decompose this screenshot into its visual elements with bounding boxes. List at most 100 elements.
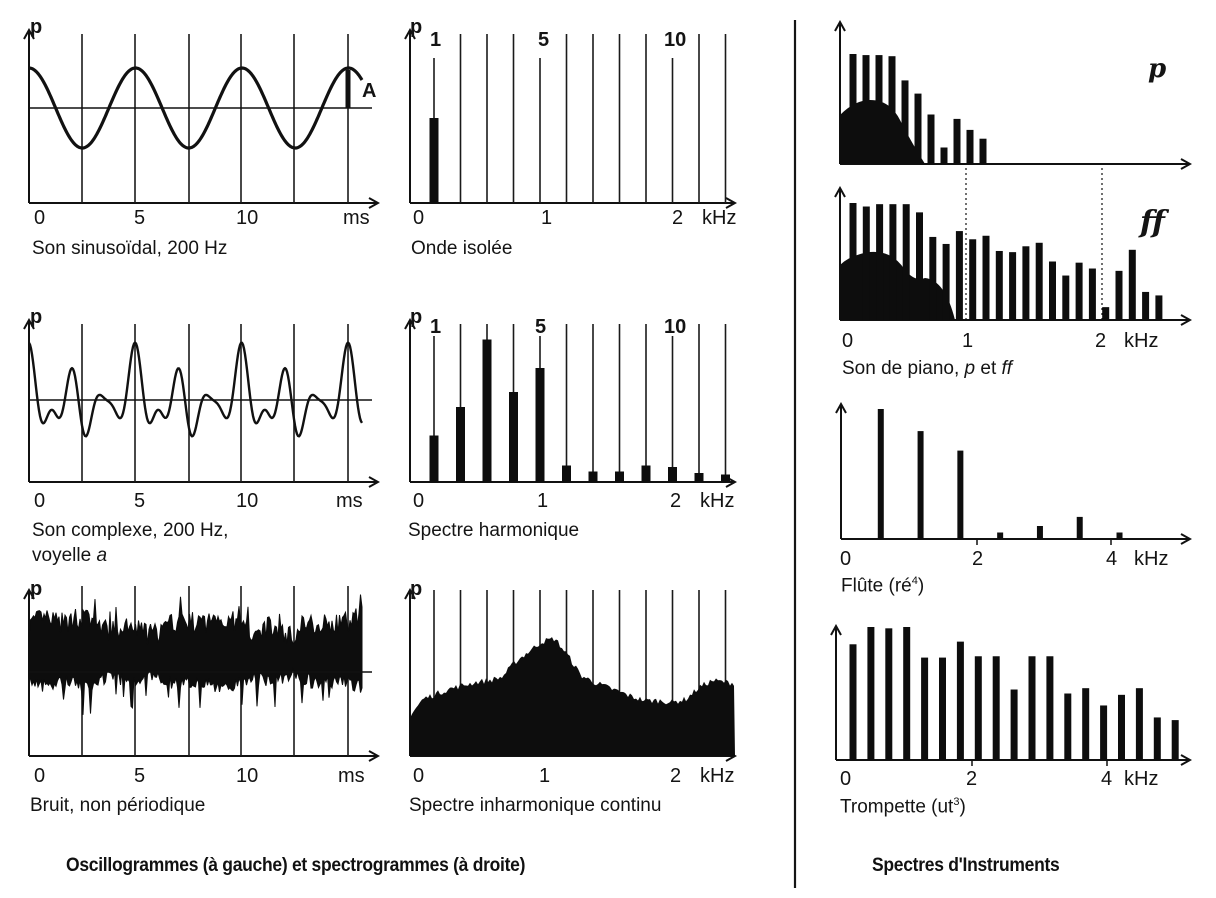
piano-ff-envelope bbox=[840, 251, 955, 320]
x-tick: 2 bbox=[966, 768, 978, 790]
chart-caption: Son de piano, p et ff bbox=[842, 358, 1013, 379]
harmonic-bar bbox=[429, 118, 439, 203]
charts-layer bbox=[29, 22, 1190, 766]
harmonic-bar bbox=[721, 474, 730, 482]
x-tick: 10 bbox=[236, 490, 259, 512]
harmonic-bar bbox=[694, 473, 704, 482]
harmonic-number: 10 bbox=[664, 316, 687, 338]
harmonic-bar bbox=[942, 243, 950, 320]
harmonic-bar bbox=[875, 55, 883, 164]
caption-sup: 4 bbox=[911, 575, 918, 587]
footer-left-title: Oscillogrammes (à gauche) et spectrogram… bbox=[66, 855, 526, 876]
harmonic-bar bbox=[862, 206, 870, 320]
harmonic-bar bbox=[957, 450, 964, 539]
harmonic-bar bbox=[979, 138, 987, 164]
harmonic-bar bbox=[1153, 717, 1161, 760]
harmonic-bar bbox=[903, 627, 911, 760]
harmonic-number: 10 bbox=[664, 29, 687, 51]
x-tick: 5 bbox=[134, 490, 146, 512]
x-tick: 5 bbox=[134, 765, 146, 787]
harmonic-bar bbox=[921, 657, 929, 760]
harmonic-bar bbox=[849, 54, 857, 164]
harmonic-bar bbox=[562, 465, 571, 482]
harmonic-bar bbox=[992, 656, 1000, 760]
harmonic-bar bbox=[1010, 689, 1018, 760]
x-tick: 2 bbox=[670, 490, 682, 512]
waveform bbox=[28, 66, 364, 150]
harmonic-bar bbox=[955, 231, 963, 320]
harmonic-bar bbox=[1115, 270, 1123, 320]
x-tick: 0 bbox=[413, 765, 425, 787]
harmonic-bar bbox=[1064, 693, 1072, 760]
caption-text: Trompette (ut bbox=[840, 796, 954, 818]
harmonic-number: 1 bbox=[430, 29, 442, 51]
x-unit: ms bbox=[343, 207, 370, 229]
x-unit: kHz bbox=[1124, 330, 1159, 352]
caption-text: Flûte (ré bbox=[841, 575, 912, 597]
x-unit: kHz bbox=[700, 490, 735, 512]
harmonic-bar bbox=[862, 55, 870, 164]
harmonic-bar bbox=[1022, 246, 1030, 320]
chart-caption: Flûte (ré4) bbox=[841, 575, 924, 597]
x-tick: 1 bbox=[537, 490, 549, 512]
chart-caption: Son complexe, 200 Hz, bbox=[32, 520, 229, 541]
harmonic-bar bbox=[1100, 705, 1108, 760]
caption-end: ) bbox=[917, 575, 925, 597]
harmonic-bar bbox=[1171, 720, 1179, 760]
harmonic-bar bbox=[482, 339, 492, 482]
chart-caption: Bruit, non périodique bbox=[30, 795, 206, 816]
harmonic-bar bbox=[889, 204, 897, 320]
harmonic-number: 1 bbox=[430, 316, 442, 338]
harmonic-bar bbox=[1088, 268, 1096, 320]
harmonic-bar bbox=[1116, 532, 1123, 539]
chart-caption: Onde isolée bbox=[411, 238, 513, 259]
x-tick: 0 bbox=[34, 490, 46, 512]
x-unit: kHz bbox=[1134, 548, 1169, 570]
x-unit: kHz bbox=[1124, 768, 1159, 790]
noise-waveform bbox=[28, 594, 363, 715]
harmonic-bar bbox=[902, 204, 910, 320]
x-tick: 4 bbox=[1106, 548, 1118, 570]
chart-caption: Spectre inharmonique continu bbox=[409, 795, 662, 816]
harmonic-bar bbox=[1049, 261, 1056, 320]
harmonic-bar bbox=[849, 203, 857, 320]
harmonic-bar bbox=[966, 129, 974, 164]
harmonic-bar bbox=[1128, 249, 1136, 320]
footer-right-title: Spectres d'Instruments bbox=[872, 855, 1060, 876]
harmonic-bar bbox=[917, 431, 924, 539]
harmonic-bar bbox=[641, 465, 651, 482]
harmonic-bar bbox=[1135, 688, 1143, 760]
x-tick: 2 bbox=[972, 548, 984, 570]
harmonic-bar bbox=[1046, 656, 1054, 760]
harmonic-bar bbox=[997, 532, 1004, 539]
x-tick: 0 bbox=[34, 765, 46, 787]
x-tick: 0 bbox=[34, 207, 46, 229]
y-axis-label: p bbox=[30, 16, 43, 38]
x-tick: 2 bbox=[672, 207, 684, 229]
amplitude-annotation: A bbox=[362, 80, 377, 102]
harmonic-bar bbox=[1155, 295, 1163, 320]
caption-sup: 3 bbox=[953, 796, 960, 808]
harmonic-bar bbox=[668, 467, 677, 482]
x-tick: 1 bbox=[541, 207, 553, 229]
y-axis-label: p bbox=[410, 578, 423, 600]
harmonic-bar bbox=[914, 93, 922, 164]
harmonic-bar bbox=[1036, 526, 1043, 539]
y-axis-label: p bbox=[410, 16, 423, 38]
harmonic-bar bbox=[901, 80, 909, 164]
waveform bbox=[27, 341, 364, 438]
harmonic-bar bbox=[867, 627, 875, 760]
harmonic-bar bbox=[885, 628, 893, 760]
harmonic-bar bbox=[615, 471, 624, 482]
caption-text: voyelle bbox=[32, 545, 92, 566]
harmonic-bar bbox=[456, 407, 465, 482]
x-tick: 1 bbox=[539, 765, 551, 787]
x-tick: 0 bbox=[840, 768, 852, 790]
harmonic-bar bbox=[1142, 291, 1150, 320]
chart-caption-line2: voyelle a bbox=[32, 545, 107, 567]
caption-italic: a bbox=[96, 545, 108, 566]
y-axis-label: p bbox=[30, 306, 43, 328]
harmonic-bar bbox=[1118, 694, 1125, 760]
harmonic-bar bbox=[1102, 307, 1110, 320]
